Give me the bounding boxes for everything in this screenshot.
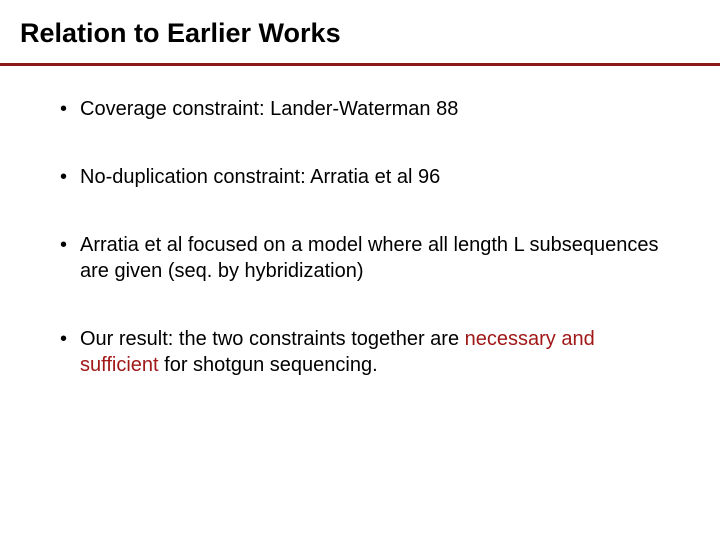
bullet-dot: • bbox=[60, 96, 80, 122]
bullet-text-span: for shotgun sequencing. bbox=[159, 354, 378, 376]
bullet-dot: • bbox=[60, 164, 80, 190]
bullet-text: Arratia et al focused on a model where a… bbox=[80, 232, 670, 284]
bullet-item: • Coverage constraint: Lander-Waterman 8… bbox=[60, 96, 670, 122]
bullet-text: No-duplication constraint: Arratia et al… bbox=[80, 164, 670, 190]
content-area: • Coverage constraint: Lander-Waterman 8… bbox=[0, 66, 720, 378]
bullet-text-span: Coverage constraint: Lander-Waterman 88 bbox=[80, 98, 458, 120]
bullet-text: Coverage constraint: Lander-Waterman 88 bbox=[80, 96, 670, 122]
bullet-text-span: No-duplication constraint: Arratia et al… bbox=[80, 166, 440, 188]
bullet-item: • Arratia et al focused on a model where… bbox=[60, 232, 670, 284]
slide-title: Relation to Earlier Works bbox=[20, 18, 700, 49]
bullet-dot: • bbox=[60, 232, 80, 258]
bullet-text: Our result: the two constraints together… bbox=[80, 326, 670, 378]
title-block: Relation to Earlier Works bbox=[0, 0, 720, 57]
bullet-text-span: Arratia et al focused on a model where a… bbox=[80, 234, 659, 282]
bullet-item: • No-duplication constraint: Arratia et … bbox=[60, 164, 670, 190]
slide-container: Relation to Earlier Works • Coverage con… bbox=[0, 0, 720, 540]
bullet-dot: • bbox=[60, 326, 80, 352]
bullet-item: • Our result: the two constraints togeth… bbox=[60, 326, 670, 378]
bullet-text-span: Our result: the two constraints together… bbox=[80, 328, 465, 350]
